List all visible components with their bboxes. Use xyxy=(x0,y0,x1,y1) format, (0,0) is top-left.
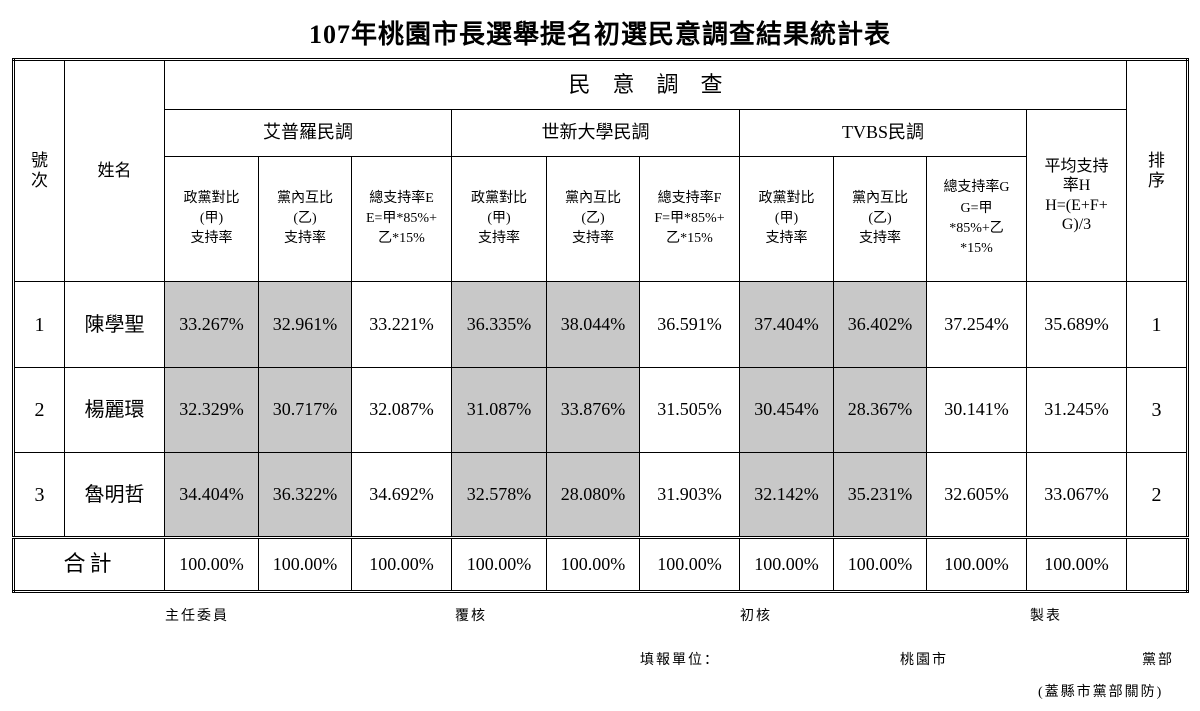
percentage: 30.141% xyxy=(926,367,1027,453)
total-value: 100.00% xyxy=(451,536,547,592)
unit-label: 填報單位： xyxy=(640,653,720,668)
header-column: 總支持率E E=甲*85%+ 乙*15% xyxy=(351,156,452,282)
percentage: 32.087% xyxy=(351,367,452,453)
percentage: 33.876% xyxy=(546,367,640,453)
header-column: 政黨對比 (甲) 支持率 xyxy=(164,156,259,282)
total-value: 100.00% xyxy=(1025,536,1128,592)
percentage: 35.231% xyxy=(833,452,927,538)
percentage: 31.505% xyxy=(639,367,740,453)
row-number: 3 xyxy=(13,452,65,538)
unit-party: 黨部 xyxy=(1142,653,1174,668)
empty-cell xyxy=(1126,536,1189,592)
total-label: 合計 xyxy=(13,536,165,592)
total-value: 100.00% xyxy=(833,536,927,592)
percentage: 36.591% xyxy=(639,281,740,368)
percentage: 35.689% xyxy=(1025,281,1128,368)
header-column: 總支持率G G=甲 *85%+乙 *15% xyxy=(926,156,1027,282)
header-rank: 排 序 xyxy=(1126,59,1189,282)
header-column: 黨內互比 (乙) 支持率 xyxy=(833,156,927,282)
candidate-name: 陳學聖 xyxy=(64,281,165,368)
percentage: 36.322% xyxy=(258,452,352,538)
signature: 初核 xyxy=(740,609,772,624)
title: 107年桃園市長選舉提名初選民意調查結果統計表 xyxy=(308,20,891,49)
percentage: 34.404% xyxy=(164,452,259,538)
header-column: 政黨對比 (甲) 支持率 xyxy=(739,156,834,282)
total-value: 100.00% xyxy=(739,536,834,592)
total-value: 100.00% xyxy=(639,536,740,592)
percentage: 33.267% xyxy=(164,281,259,368)
rank: 2 xyxy=(1126,452,1189,538)
percentage: 32.578% xyxy=(451,452,547,538)
candidate-name: 楊麗環 xyxy=(64,367,165,453)
percentage: 28.080% xyxy=(546,452,640,538)
total-value: 100.00% xyxy=(258,536,352,592)
total-value: 100.00% xyxy=(164,536,259,592)
percentage: 32.961% xyxy=(258,281,352,368)
percentage: 31.087% xyxy=(451,367,547,453)
percentage: 31.245% xyxy=(1025,367,1128,453)
header-column: 黨內互比 (乙) 支持率 xyxy=(546,156,640,282)
results-table: 號 次 姓名 民 意 調 查 排 序 艾普羅民調 世新大學民調 TVBS民調 平… xyxy=(12,58,1190,593)
header-column: 黨內互比 (乙) 支持率 xyxy=(258,156,352,282)
total-value: 100.00% xyxy=(546,536,640,592)
percentage: 37.254% xyxy=(926,281,1027,368)
header-column: 政黨對比 (甲) 支持率 xyxy=(451,156,547,282)
percentage: 36.402% xyxy=(833,281,927,368)
row-number: 1 xyxy=(13,281,65,368)
header-group: 艾普羅民調 xyxy=(164,109,452,157)
percentage: 37.404% xyxy=(739,281,834,368)
candidate-name: 魯明哲 xyxy=(64,452,165,538)
percentage: 32.329% xyxy=(164,367,259,453)
signature: 主任委員 xyxy=(165,609,229,624)
percentage: 32.142% xyxy=(739,452,834,538)
percentage: 28.367% xyxy=(833,367,927,453)
percentage: 33.221% xyxy=(351,281,452,368)
percentage: 38.044% xyxy=(546,281,640,368)
signature: 製表 xyxy=(1030,609,1062,624)
percentage: 34.692% xyxy=(351,452,452,538)
rank: 1 xyxy=(1126,281,1189,368)
header-column: 總支持率F F=甲*85%+ 乙*15% xyxy=(639,156,740,282)
row-number: 2 xyxy=(13,367,65,453)
rank: 3 xyxy=(1126,367,1189,453)
header-group: TVBS民調 xyxy=(739,109,1027,157)
unit-city: 桃園市 xyxy=(900,653,948,668)
percentage: 30.717% xyxy=(258,367,352,453)
header-survey: 民 意 調 查 xyxy=(163,59,1128,110)
stamp-note: (蓋縣市黨部關防) xyxy=(1038,685,1164,700)
percentage: 36.335% xyxy=(451,281,547,368)
header-average: 平均支持 率H H=(E+F+ G)/3 xyxy=(1025,109,1128,282)
percentage: 30.454% xyxy=(739,367,834,453)
header-number: 號 次 xyxy=(13,59,65,282)
total-value: 100.00% xyxy=(926,536,1027,592)
header-name: 姓名 xyxy=(64,59,165,282)
percentage: 32.605% xyxy=(926,452,1027,538)
total-value: 100.00% xyxy=(351,536,452,592)
header-group: 世新大學民調 xyxy=(451,109,740,157)
signature: 覆核 xyxy=(455,609,487,624)
percentage: 33.067% xyxy=(1025,452,1128,538)
percentage: 31.903% xyxy=(639,452,740,538)
